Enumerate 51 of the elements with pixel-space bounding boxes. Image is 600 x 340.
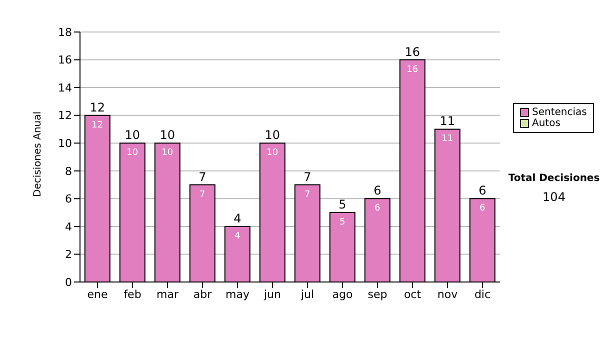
y-axis-title: Decisiones Anual [32, 111, 44, 197]
data-label: 11 [442, 134, 454, 144]
data-label: 7 [304, 190, 310, 200]
y-tick-label: 6 [65, 192, 72, 206]
text: 104 [542, 190, 566, 204]
x-tick-label: nov [437, 288, 458, 301]
data-label: 7 [200, 190, 206, 200]
x-tick-label: may [226, 288, 250, 301]
total-label: 16 [404, 44, 420, 59]
x-tick-label: sep [368, 288, 388, 301]
data-label: 6 [480, 204, 486, 214]
y-tick-label: 16 [58, 54, 72, 67]
data-label: 6 [374, 204, 381, 214]
total-label: 10 [124, 128, 140, 142]
total-label: 10 [264, 128, 280, 142]
total-label: 4 [234, 211, 242, 226]
data-label: 5 [340, 218, 346, 228]
total-label: 11 [440, 114, 456, 128]
x-tick-label: ene [87, 288, 108, 301]
total-label: 10 [160, 128, 176, 142]
y-tick-label: 0 [65, 276, 72, 289]
y-tick-label: 4 [65, 220, 72, 234]
x-tick-label: mar [156, 288, 179, 301]
data-label: 12 [92, 120, 104, 130]
total-label: 7 [304, 170, 312, 184]
legend-label: Autos [532, 118, 560, 129]
x-tick-label: feb [124, 288, 142, 301]
y-tick-label: 18 [58, 26, 72, 39]
x-tick-label: dic [474, 288, 491, 301]
data-label: 4 [234, 231, 241, 242]
y-tick-label: 14 [58, 81, 72, 94]
total-label: 6 [374, 184, 382, 198]
data-label: 10 [266, 148, 278, 158]
x-tick-label: jun [263, 288, 282, 301]
y-tick-label: 12 [58, 109, 72, 122]
data-label: 16 [406, 64, 418, 75]
total-label: 7 [198, 170, 206, 184]
x-tick-label: ago [332, 288, 353, 301]
x-tick-label: jul [300, 288, 314, 301]
legend-label: Sentencias [532, 107, 587, 118]
data-label: 10 [162, 148, 174, 158]
total-label: 12 [90, 100, 106, 114]
x-tick-label: oct [404, 288, 422, 301]
y-tick-label: 8 [65, 164, 72, 178]
data-label: 10 [126, 148, 138, 158]
total-label: 6 [478, 184, 486, 198]
total-label: 5 [338, 198, 346, 212]
text: Total Decisiones [507, 173, 600, 184]
y-tick-label: 2 [65, 248, 72, 262]
y-tick-label: 10 [58, 137, 72, 150]
x-tick-label: abr [193, 288, 212, 301]
